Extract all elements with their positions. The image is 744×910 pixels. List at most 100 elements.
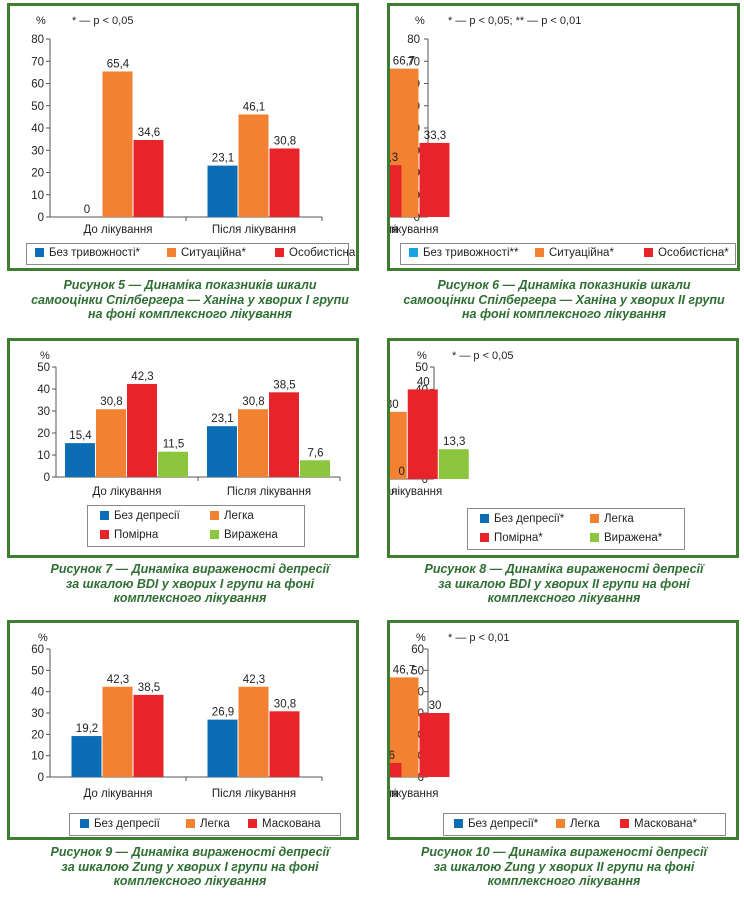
bar xyxy=(390,762,402,777)
legend-label: Без депресії xyxy=(114,510,180,522)
legend-swatch xyxy=(556,819,565,828)
category-label: До лікування xyxy=(390,224,439,236)
data-label: 23,3 xyxy=(390,152,398,164)
legend-item: Помірна* xyxy=(480,531,543,545)
legend-label: Помірна xyxy=(114,529,159,541)
data-label: 34,6 xyxy=(138,127,160,139)
y-tick-label: 70 xyxy=(31,56,44,68)
chart-svg: % * — р < 0,05 0 10 20 30 40 50 60 70 80 0 65,4 34,6 Д… xyxy=(31,15,323,236)
y-unit-label: % xyxy=(417,350,427,362)
bar xyxy=(269,711,300,777)
caption-line: самооцінки Спілбергера — Ханіна у хворих… xyxy=(403,292,725,307)
data-label: 42,3 xyxy=(107,674,129,686)
y-tick-label: 30 xyxy=(31,708,44,720)
legend-item: Маскована* xyxy=(620,817,697,831)
legend-swatch xyxy=(100,530,109,539)
chart-panel-2: %* — р < 0,05; ** — р < 0,01010203040506… xyxy=(387,3,740,341)
bar xyxy=(133,140,164,217)
legend-item: Легка xyxy=(210,509,254,523)
data-label: 30,8 xyxy=(274,698,296,710)
category-label: Після лікування xyxy=(390,486,397,498)
significance-note: * — р < 0,05 xyxy=(72,15,133,27)
data-label: 26,9 xyxy=(212,707,234,719)
y-tick-label: 20 xyxy=(31,168,44,180)
caption-line: самооцінки Спілбергера — Ханіна у хворих… xyxy=(31,292,349,307)
caption-line: за шкалою Zung у хворих І групи на фоні xyxy=(61,859,319,874)
bar xyxy=(133,694,164,777)
legend-item: Виражена xyxy=(210,528,278,542)
chart-legend: Без депресії* Легка Маскована* xyxy=(443,813,726,836)
category-label: Після лікування xyxy=(390,224,398,236)
legend-item: Без депресії xyxy=(100,509,180,523)
chart-legend: Без депресії Легка Маскована xyxy=(69,813,341,836)
category-label: До лікування xyxy=(390,788,439,800)
data-label: 66,7 xyxy=(393,56,415,68)
legend-label: Без тривожності** xyxy=(423,247,519,259)
legend-item: Маскована xyxy=(248,817,321,831)
y-tick-label: 40 xyxy=(31,123,44,135)
data-label: 30,8 xyxy=(100,396,122,408)
legend-item: Без депресії* xyxy=(454,817,538,831)
y-tick-label: 80 xyxy=(407,34,420,46)
category-label: До лікування xyxy=(84,788,153,800)
data-label: 40 xyxy=(417,376,430,388)
data-label: 42,3 xyxy=(243,674,265,686)
legend-item: Легка xyxy=(590,512,634,526)
chart-frame: % 0 10 20 30 40 50 15,4 30,8 42,3 11,5 До лікування… xyxy=(7,338,359,558)
chart-frame: % 0 10 20 30 40 50 60 19,2 42,3 38,5 До лікування 26… xyxy=(7,620,359,840)
bar xyxy=(127,383,157,477)
bar xyxy=(390,411,407,479)
legend-label: Легка xyxy=(604,513,634,525)
data-label: 23,1 xyxy=(212,153,234,165)
bar xyxy=(419,142,450,217)
y-tick-label: 60 xyxy=(31,644,44,656)
data-label: 30 xyxy=(429,700,442,712)
y-tick-label: 30 xyxy=(37,406,50,418)
chart-svg: %* — р < 0,01010203040506023,346,730До л… xyxy=(390,632,509,800)
data-label: 30 xyxy=(390,399,399,411)
caption-line: комплексного лікування xyxy=(487,874,641,888)
category-label: Після лікування xyxy=(227,486,311,498)
bar xyxy=(71,736,102,777)
legend-label: Ситуаційна* xyxy=(549,247,614,259)
legend-swatch xyxy=(80,819,89,828)
legend-label: Легка xyxy=(200,818,230,830)
y-tick-label: 50 xyxy=(37,362,50,374)
y-tick-label: 70 xyxy=(407,56,420,68)
legend-swatch xyxy=(590,533,599,542)
legend-item: Ситуаційна* xyxy=(535,246,614,260)
legend-item: Особистісна xyxy=(275,246,355,260)
legend-item: Ситуаційна* xyxy=(167,246,246,260)
figure-caption: Рисунок 8 — Динаміка вираженості депресі… xyxy=(375,562,744,606)
bar xyxy=(300,460,330,477)
legend-item: Особистісна* xyxy=(644,246,729,260)
figure-caption: Рисунок 7 — Динаміка вираженості депресі… xyxy=(7,562,373,606)
data-label: 11,5 xyxy=(163,439,185,451)
legend-item: Без тривожності** xyxy=(409,246,518,260)
data-label: 0 xyxy=(399,466,405,478)
data-label: 33,3 xyxy=(424,130,446,142)
data-label: 13,3 xyxy=(443,436,465,448)
chart-panel-5: % 0 10 20 30 40 50 60 19,2 42,3 38,5 До лікування 26… xyxy=(7,620,359,910)
bar xyxy=(207,165,238,217)
category-label: Після лікування xyxy=(212,224,296,236)
legend-swatch xyxy=(35,248,44,257)
chart-panel-6: %* — р < 0,01010203040506023,346,730До л… xyxy=(387,620,739,910)
data-label: 38,5 xyxy=(273,379,295,391)
data-label: 38,5 xyxy=(138,682,160,694)
chart-svg: %* — р < 0,05; ** — р < 0,01010203040506… xyxy=(390,15,581,236)
y-tick-label: 30 xyxy=(31,145,44,157)
legend-label: Особистісна xyxy=(289,247,356,259)
caption-line: Рисунок 9 — Динаміка вираженості депресі… xyxy=(50,845,330,859)
caption-line: Рисунок 5 — Динаміка показників шкали xyxy=(63,278,317,292)
chart-legend: Без тривожності* Ситуаційна* Особистісна xyxy=(26,243,355,265)
y-tick-label: 20 xyxy=(31,729,44,741)
y-unit-label: % xyxy=(40,350,50,362)
y-tick-label: 50 xyxy=(415,362,428,374)
significance-note: * — р < 0,05 xyxy=(452,350,513,362)
legend-item: Без тривожності* xyxy=(35,246,140,260)
caption-line: за шкалою BDI у хворих ІІ групи на фоні xyxy=(438,576,690,591)
legend-label: Маскована* xyxy=(634,818,698,830)
caption-line: за шкалою Zung у хворих ІІ групи на фоні xyxy=(433,859,695,874)
data-label: 19,2 xyxy=(76,723,98,735)
